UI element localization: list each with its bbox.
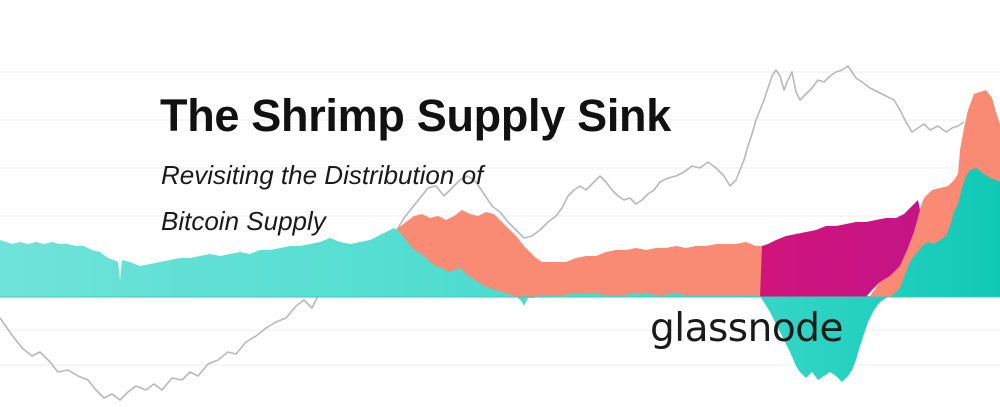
banner-title: The Shrimp Supply Sink — [160, 90, 671, 141]
banner-subtitle: Revisiting the Distribution of Bitcoin S… — [161, 152, 631, 244]
subtitle-line-1: Revisiting the Distribution of — [161, 160, 484, 190]
subtitle-line-2: Bitcoin Supply — [161, 206, 326, 236]
gridlines — [0, 71, 1000, 366]
glassnode-logo: glassnode — [650, 306, 843, 351]
salmon-area — [0, 90, 1000, 297]
teal-area — [0, 168, 1000, 382]
price-line — [0, 65, 965, 401]
magenta-area — [760, 200, 920, 297]
